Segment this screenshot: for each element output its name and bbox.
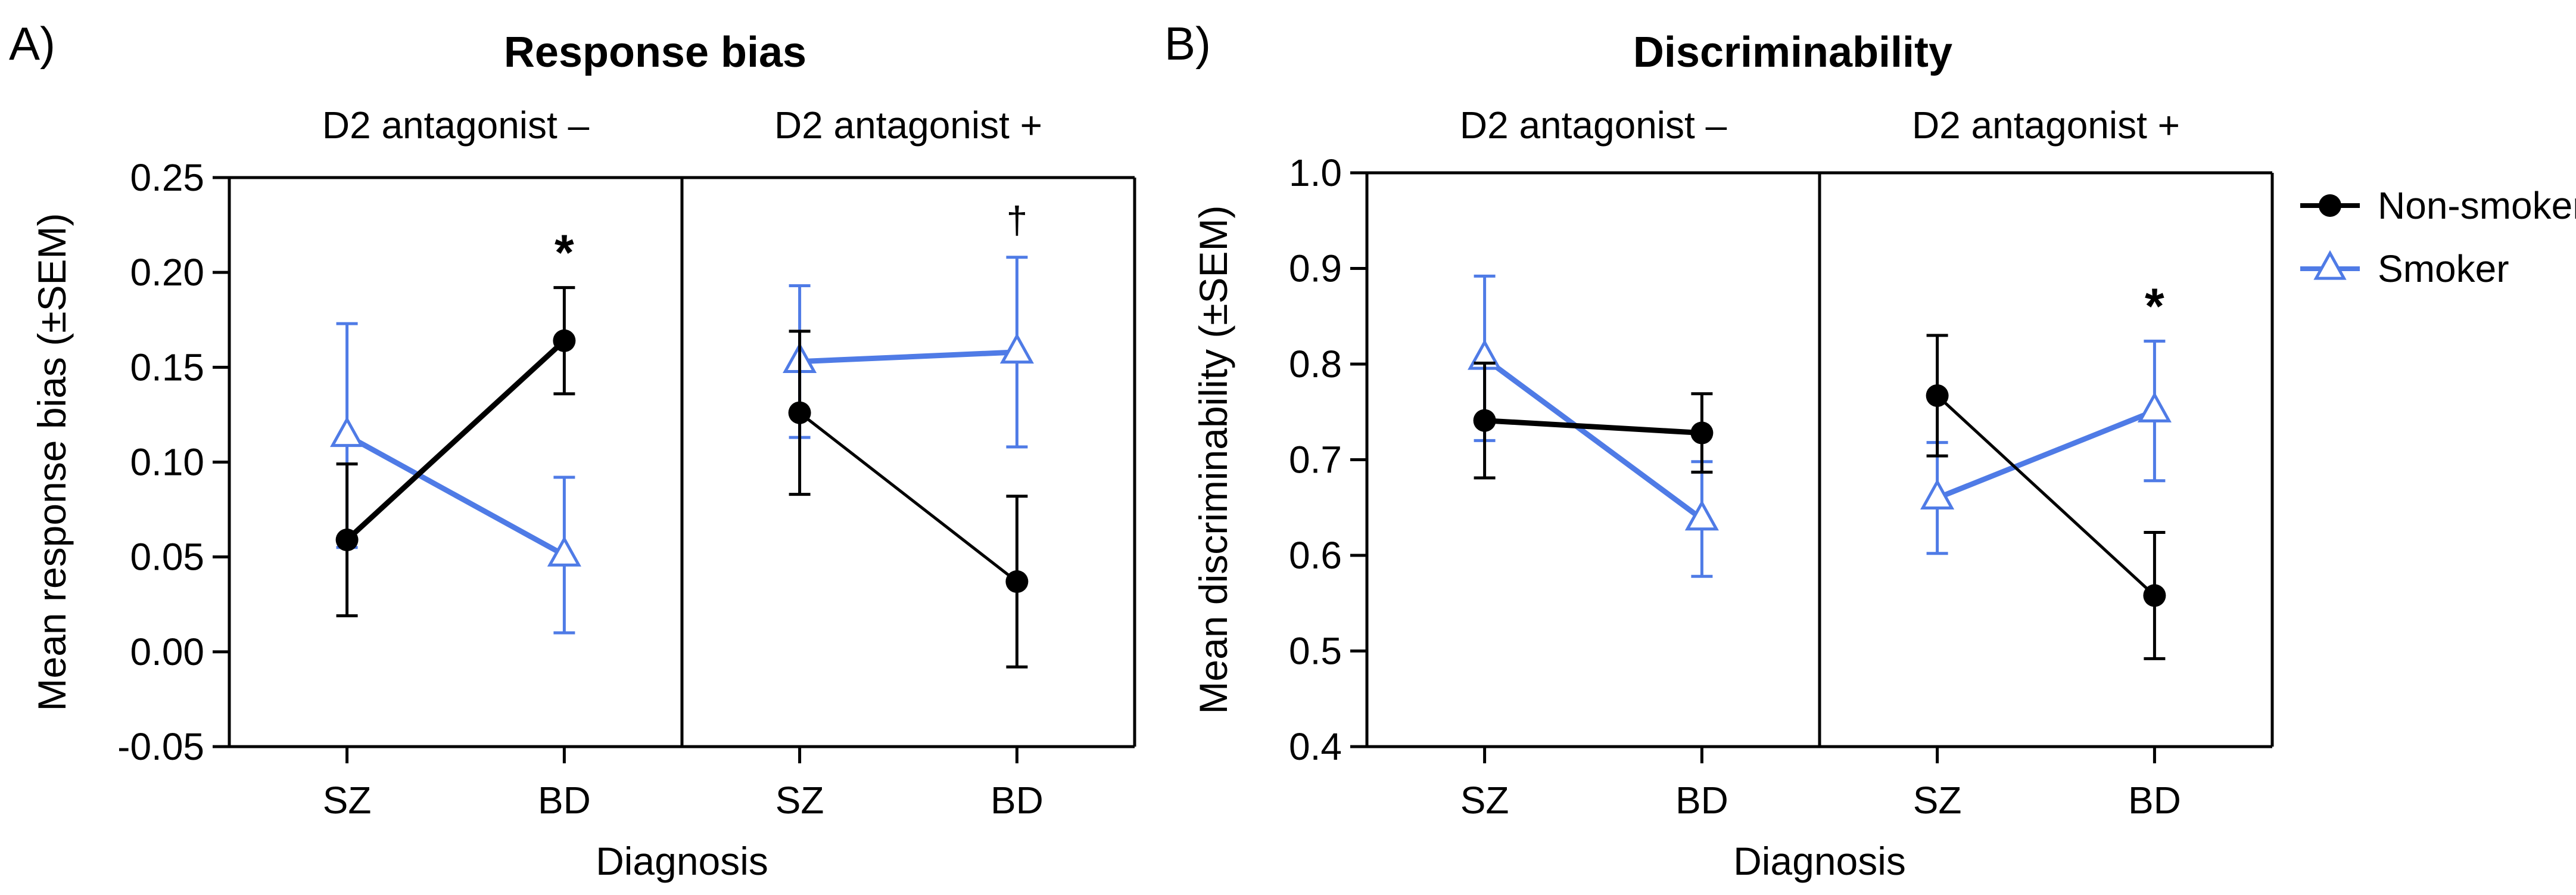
- data-point-triangle: [999, 332, 1034, 364]
- facet-d2-minus: D2 antagonist – SZ BD *: [322, 104, 591, 822]
- y-tick-label: 0.05: [130, 536, 204, 579]
- y-tick-label: 0.8: [1289, 343, 1342, 386]
- series-non-smoker: [1473, 361, 1714, 480]
- significance-marker: *: [2145, 278, 2164, 334]
- series-non-smoker: [335, 286, 576, 617]
- data-point-triangle: [2137, 391, 2172, 422]
- y-tick-label: 0.00: [130, 630, 204, 673]
- x-tick-label: BD: [990, 779, 1044, 822]
- legend-item-non-smoker: Non-smoker: [2300, 184, 2576, 227]
- series-smoker: [1920, 339, 2172, 555]
- x-tick-label: SZ: [1913, 779, 1962, 822]
- series-line: [1482, 356, 1704, 521]
- y-tick-label: -0.05: [117, 725, 204, 768]
- x-tick-label: SZ: [323, 779, 372, 822]
- series-line: [345, 338, 566, 542]
- data-point-circle: [788, 401, 811, 424]
- panel-letter: A): [9, 17, 55, 70]
- data-point-circle: [1473, 409, 1496, 432]
- data-point-circle: [335, 529, 359, 552]
- x-tick-label: BD: [538, 779, 591, 822]
- facet-label: D2 antagonist –: [322, 104, 590, 147]
- y-tick-label: 0.25: [130, 156, 204, 199]
- series-line: [1936, 394, 2156, 597]
- data-point-circle: [1926, 384, 1949, 407]
- y-tick-label: 0.20: [130, 251, 204, 294]
- panel-letter: B): [1164, 17, 1211, 70]
- y-tick-label: 1.0: [1289, 151, 1342, 194]
- legend-label: Smoker: [2378, 247, 2509, 290]
- facet-d2-minus: D2 antagonist – SZ BD: [1460, 104, 1728, 822]
- facet-d2-plus: D2 antagonist + SZ BD †: [774, 104, 1044, 822]
- y-axis-label: Mean response bias (±SEM): [30, 213, 74, 711]
- data-point-circle: [1690, 421, 1714, 445]
- y-axis-label: Mean discriminability (±SEM): [1191, 205, 1235, 714]
- series-line: [799, 349, 1017, 365]
- data-point-circle: [1005, 570, 1029, 593]
- chart-panel-b: B) Discriminability Mean discriminability …: [1164, 17, 2274, 883]
- facet-label: D2 antagonist +: [1912, 104, 2180, 147]
- facet-label: D2 antagonist +: [774, 104, 1042, 147]
- significance-marker: *: [555, 225, 574, 281]
- series-smoker: [783, 256, 1034, 449]
- series-line: [799, 411, 1018, 583]
- data-point-triangle: [547, 536, 581, 567]
- x-tick-label: SZ: [775, 779, 824, 822]
- x-tick-label: BD: [1675, 779, 1728, 822]
- y-tick-label: 0.5: [1289, 630, 1342, 673]
- series-non-smoker: [788, 330, 1029, 669]
- series-line: [1936, 408, 2156, 501]
- data-point-triangle: [1684, 499, 1719, 531]
- y-tick-label: 0.9: [1289, 247, 1342, 290]
- y-tick-label: 0.10: [130, 441, 204, 484]
- facet-d2-plus: D2 antagonist + SZ BD *: [1912, 104, 2181, 822]
- series-line: [345, 433, 566, 558]
- legend-item-smoker: Smoker: [2300, 247, 2509, 290]
- legend-label: Non-smoker: [2378, 184, 2576, 227]
- legend: Non-smoker Smoker: [2300, 184, 2576, 290]
- legend-marker-circle: [2319, 194, 2341, 217]
- y-tick-label: 0.15: [130, 346, 204, 389]
- x-axis-label: Diagnosis: [1733, 839, 1906, 883]
- x-tick-label: BD: [2128, 779, 2181, 822]
- series-line: [1484, 418, 1702, 436]
- legend-marker-triangle: [2313, 250, 2347, 280]
- x-axis-label: Diagnosis: [596, 839, 768, 883]
- data-point-triangle: [330, 416, 365, 448]
- chart-title: Discriminability: [1633, 29, 1952, 76]
- series-non-smoker: [1926, 334, 2166, 660]
- chart-panel-a: A) Response bias Mean response bias (±SEM)…: [9, 17, 1136, 883]
- y-tick-label: 0.4: [1289, 725, 1342, 768]
- y-tick-label: 0.6: [1289, 534, 1342, 577]
- x-tick-label: SZ: [1460, 779, 1509, 822]
- facet-label: D2 antagonist –: [1460, 104, 1727, 147]
- y-tick-label: 0.7: [1289, 439, 1342, 481]
- significance-marker: †: [1007, 199, 1028, 242]
- data-point-triangle: [1920, 478, 1955, 509]
- series-smoker: [330, 322, 581, 635]
- data-point-circle: [2143, 584, 2166, 607]
- chart-title: Response bias: [504, 29, 806, 76]
- data-point-circle: [553, 329, 576, 352]
